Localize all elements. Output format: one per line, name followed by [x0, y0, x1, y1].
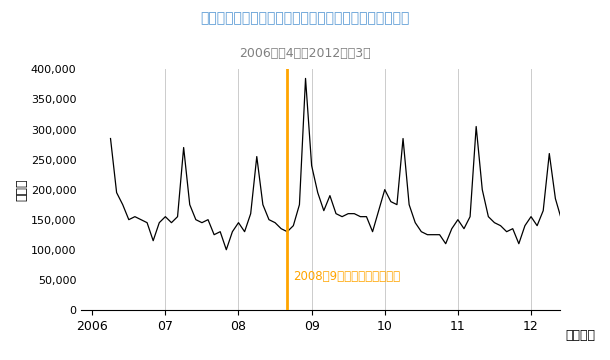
Y-axis label: （人）: （人）	[15, 178, 28, 201]
Text: （年度）: （年度）	[565, 329, 595, 342]
Text: 2006年度4月〜2012年度3月: 2006年度4月〜2012年度3月	[239, 47, 371, 60]
Text: 2008年9月リーマンショック: 2008年9月リーマンショック	[293, 270, 400, 283]
Text: 【参考】雇用保険基本手当受給資格決定件数（原数値）: 【参考】雇用保険基本手当受給資格決定件数（原数値）	[200, 11, 410, 25]
